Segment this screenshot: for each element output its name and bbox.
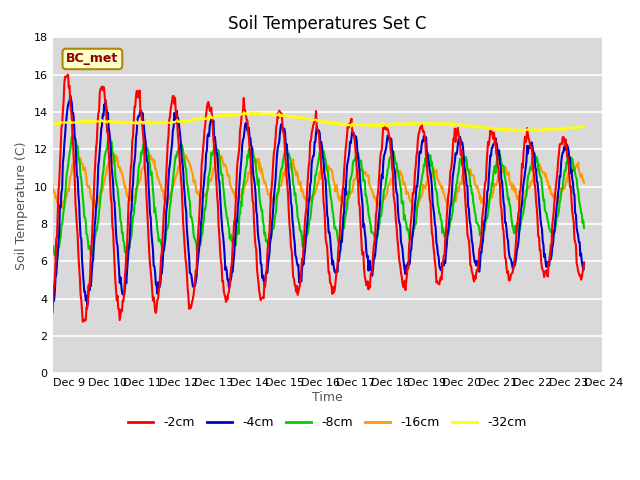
Legend: -2cm, -4cm, -8cm, -16cm, -32cm: -2cm, -4cm, -8cm, -16cm, -32cm [123, 411, 531, 434]
Y-axis label: Soil Temperature (C): Soil Temperature (C) [15, 141, 28, 270]
Title: Soil Temperatures Set C: Soil Temperatures Set C [228, 15, 426, 33]
Text: BC_met: BC_met [67, 52, 118, 65]
X-axis label: Time: Time [312, 391, 342, 404]
